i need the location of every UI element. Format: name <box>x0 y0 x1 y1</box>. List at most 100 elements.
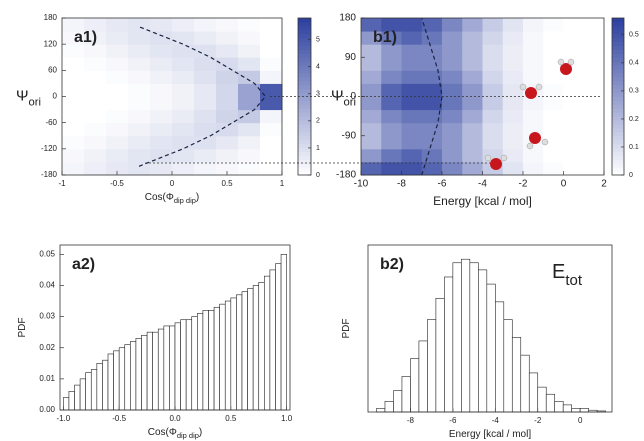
heat-cell <box>172 57 195 71</box>
x-tick-label: 2 <box>601 179 607 190</box>
x-tick-label: 0.0 <box>169 414 181 423</box>
y-tick-label: 0.05 <box>39 249 55 258</box>
heat-cell <box>381 44 402 58</box>
histogram-bar <box>520 354 530 413</box>
colorbar-step <box>298 92 311 97</box>
heat-cell <box>150 44 173 58</box>
heat-cell <box>361 96 382 111</box>
histogram-bar <box>185 319 193 411</box>
y-tick-label: 0.02 <box>39 343 55 352</box>
histogram-bar <box>63 397 70 411</box>
heat-cell <box>172 109 195 124</box>
heat-cell <box>502 161 524 176</box>
colorbar-step <box>298 135 311 141</box>
heat-cell <box>150 135 173 150</box>
heat-cell <box>238 109 261 124</box>
histogram-bar <box>102 359 109 411</box>
heat-cell <box>238 70 261 84</box>
subscript: dip dip <box>174 196 196 205</box>
heat-cell <box>128 57 151 71</box>
heat-cell <box>150 148 173 163</box>
colorbar-step <box>298 112 311 117</box>
heat-cell <box>482 109 504 124</box>
heat-cell <box>563 109 585 124</box>
heat-cell <box>361 70 382 84</box>
colorbar-step <box>612 65 624 70</box>
heat-cell <box>502 109 524 124</box>
heat-cell <box>563 83 585 97</box>
heat-cell <box>523 96 544 111</box>
colorbar-step <box>612 33 624 39</box>
heat-cell <box>502 96 524 111</box>
colorbar-step <box>298 80 311 86</box>
y-axis-label: PDF <box>341 319 352 339</box>
colorbar-step <box>612 61 624 66</box>
histogram-bar <box>444 276 454 413</box>
histogram-bar <box>197 313 204 411</box>
heat-cell <box>128 135 151 150</box>
x-tick-label: -4 <box>492 416 500 425</box>
label-part: PDF <box>341 319 352 339</box>
heat-cell <box>106 70 129 84</box>
colorbar-step <box>612 88 624 94</box>
colorbar-step <box>298 96 311 101</box>
colorbar-step <box>298 151 311 156</box>
heat-cell <box>462 18 483 32</box>
heat-cell <box>523 148 544 163</box>
histogram-bar <box>163 325 170 411</box>
heat-cell <box>106 83 129 97</box>
histogram-bar <box>107 353 114 411</box>
heat-cell <box>172 96 195 111</box>
panel-label: b2) <box>380 256 404 273</box>
heat-cell <box>583 96 605 111</box>
histogram-bar <box>213 306 220 411</box>
colorbar-step <box>612 100 624 105</box>
x-tick-label: -1 <box>58 179 66 188</box>
y-tick-label: 0.04 <box>39 281 55 290</box>
histogram-bar <box>269 269 276 411</box>
histogram-bar <box>230 297 237 411</box>
heat-cell <box>421 70 443 84</box>
colorbar-tick-label: 0 <box>316 172 320 179</box>
colorbar-step <box>298 159 311 164</box>
y-tick-label: 0 <box>53 92 58 101</box>
subscript: ori <box>344 96 357 108</box>
heat-cell <box>150 31 173 45</box>
heat-cell <box>216 44 239 58</box>
colorbar-step <box>298 127 311 133</box>
histogram-bar <box>96 363 103 411</box>
colorbar-step <box>298 61 311 66</box>
heat-cell <box>401 18 423 32</box>
colorbar-tick-label: 0.1 <box>629 144 639 151</box>
colorbar-step <box>612 171 624 176</box>
heat-cell <box>194 57 217 71</box>
heat-cell <box>106 148 129 163</box>
x-tick-label: -6 <box>449 416 457 425</box>
label-part: Ψ <box>16 87 29 104</box>
heat-cell <box>502 70 524 84</box>
heat-cell <box>216 148 239 163</box>
y-tick-label: -90 <box>342 130 357 141</box>
heat-cell <box>128 96 151 111</box>
heat-cell <box>543 161 564 176</box>
heat-cell <box>583 44 605 58</box>
heat-cell <box>482 135 504 150</box>
heat-cell <box>523 18 544 32</box>
heat-cell <box>260 83 283 97</box>
heat-cell <box>421 57 443 71</box>
histogram-bar <box>169 325 176 411</box>
heat-cell <box>194 96 217 111</box>
histogram-bar <box>124 344 131 411</box>
heat-cell <box>84 96 107 111</box>
heat-cell <box>462 96 483 111</box>
colorbar-tick-label: 3 <box>316 91 320 98</box>
subscript: dip dip <box>177 431 199 440</box>
colorbar-step <box>298 37 311 43</box>
heat-cell <box>361 31 382 45</box>
heat-cell <box>62 96 85 111</box>
colorbar-step <box>298 33 311 39</box>
heat-cell <box>260 96 283 111</box>
heat-cell <box>84 44 107 58</box>
heat-cell <box>421 109 443 124</box>
y-axis-label: Ψori <box>331 87 356 108</box>
